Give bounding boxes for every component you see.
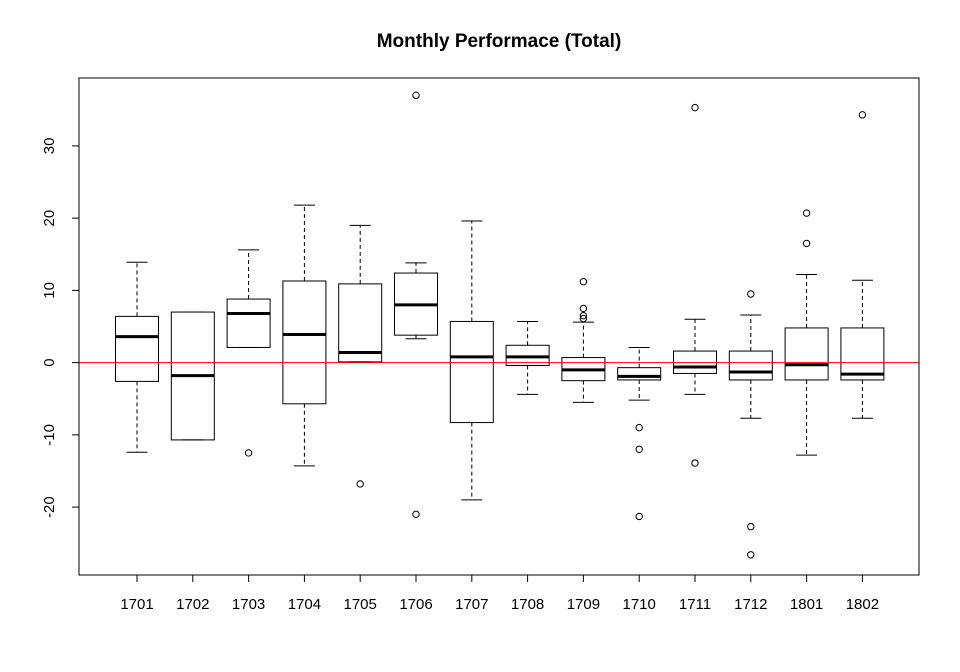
plot-frame <box>78 77 920 576</box>
y-tick-label: 30 <box>41 138 58 155</box>
y-tick-label: 20 <box>41 210 58 227</box>
y-tick-label: 0 <box>41 358 58 366</box>
outlier-point <box>356 480 364 488</box>
outlier-point <box>802 239 811 248</box>
outlier-point <box>802 209 811 217</box>
box-1707 <box>449 220 494 501</box>
box-1704 <box>282 204 327 467</box>
x-tick-label: 1701 <box>120 596 153 613</box>
outlier-point <box>747 290 755 298</box>
iqr-box <box>449 320 494 424</box>
outlier-point <box>858 111 867 119</box>
box-1703 <box>226 249 271 457</box>
outlier-point <box>579 311 588 320</box>
x-tick-label: 1801 <box>790 596 823 613</box>
iqr-box <box>226 298 271 348</box>
x-tick-label: 1711 <box>679 596 711 613</box>
x-tick-label: 1705 <box>344 596 377 613</box>
outlier-point <box>691 103 699 112</box>
outlier-point <box>412 91 420 100</box>
box-1701 <box>115 261 159 453</box>
x-tick-label: 1802 <box>846 596 879 613</box>
x-tick-label: 1710 <box>623 596 656 613</box>
y-tick-label: 10 <box>41 282 58 299</box>
x-tick-label: 1704 <box>288 596 321 613</box>
x-tick-label: 1707 <box>455 596 488 613</box>
x-tick-label: 1708 <box>511 596 544 613</box>
y-tick-label: -10 <box>41 424 58 446</box>
box-1705 <box>338 224 383 488</box>
iqr-box <box>840 327 885 381</box>
x-tick-label: 1706 <box>399 596 432 613</box>
outlier-point <box>579 314 588 323</box>
box-1710 <box>617 346 662 521</box>
outlier-point <box>579 304 588 313</box>
outlier-point <box>579 278 588 286</box>
y-tick-label: -20 <box>41 496 58 518</box>
outlier-point <box>635 423 643 432</box>
outlier-point <box>635 445 643 454</box>
x-tick-label: 1703 <box>232 596 265 613</box>
x-tick-label: 1709 <box>567 596 600 613</box>
outlier-point <box>244 449 253 457</box>
x-tick-label: 1702 <box>176 596 209 613</box>
box-1706 <box>394 91 438 519</box>
box-1801 <box>784 209 829 456</box>
box-1802 <box>840 111 885 419</box>
box-1708 <box>505 320 550 395</box>
iqr-box <box>282 280 327 405</box>
x-tick-label: 1712 <box>734 596 767 613</box>
outlier-point <box>635 512 643 521</box>
box-1711 <box>673 103 717 467</box>
outlier-point <box>691 459 699 467</box>
iqr-box <box>617 367 662 381</box>
iqr-box <box>338 283 383 363</box>
iqr-box <box>115 315 159 382</box>
iqr-box <box>728 350 773 381</box>
box-1712 <box>728 290 773 559</box>
chart-title: Monthly Performace (Total) <box>377 31 622 52</box>
box-1709 <box>561 278 606 403</box>
outlier-point <box>412 510 420 519</box>
iqr-box <box>784 327 829 381</box>
box-1702 <box>170 311 215 441</box>
outlier-point <box>747 551 755 559</box>
outlier-point <box>747 522 755 531</box>
plot-area <box>79 91 919 559</box>
